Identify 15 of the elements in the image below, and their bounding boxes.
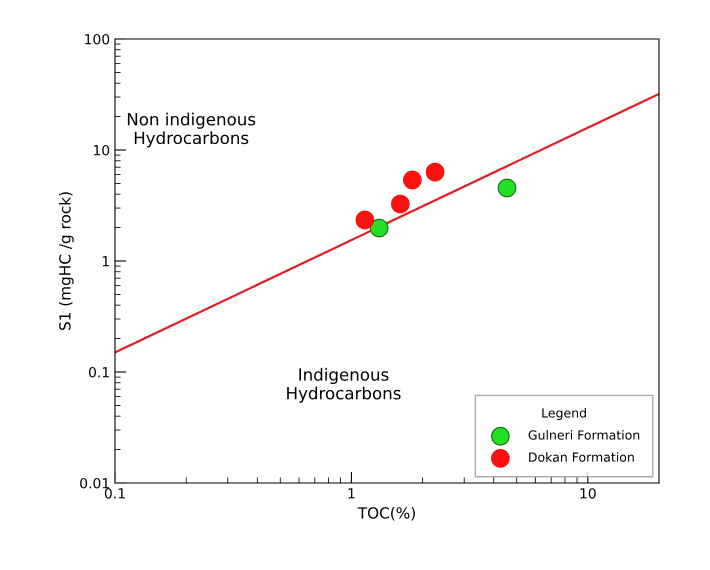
- annotation: Non indigenous Hydrocarbons: [128, 112, 256, 148]
- y-tick-label: 0.1: [88, 366, 109, 378]
- y-tick-label: 0.01: [80, 478, 109, 488]
- y-tick-label: 10: [94, 144, 110, 156]
- x-tick-label: 10: [580, 488, 596, 499]
- x-tick-label: 0.1: [104, 488, 125, 499]
- y-tick-label: 100: [85, 34, 110, 44]
- legend-title: Legend: [542, 408, 586, 420]
- x-axis-title: TOC(%): [358, 506, 415, 520]
- legend-label: Dokan Formation: [529, 452, 634, 462]
- legend-label: Gulneri Formation: [528, 430, 640, 440]
- y-tick-label: 1: [102, 256, 109, 266]
- x-tick-label: 1: [348, 488, 355, 498]
- y-axis-title: S1 (mgHC /g rock): [58, 192, 74, 330]
- annotation: Indigenous Hydrocarbons: [287, 368, 401, 403]
